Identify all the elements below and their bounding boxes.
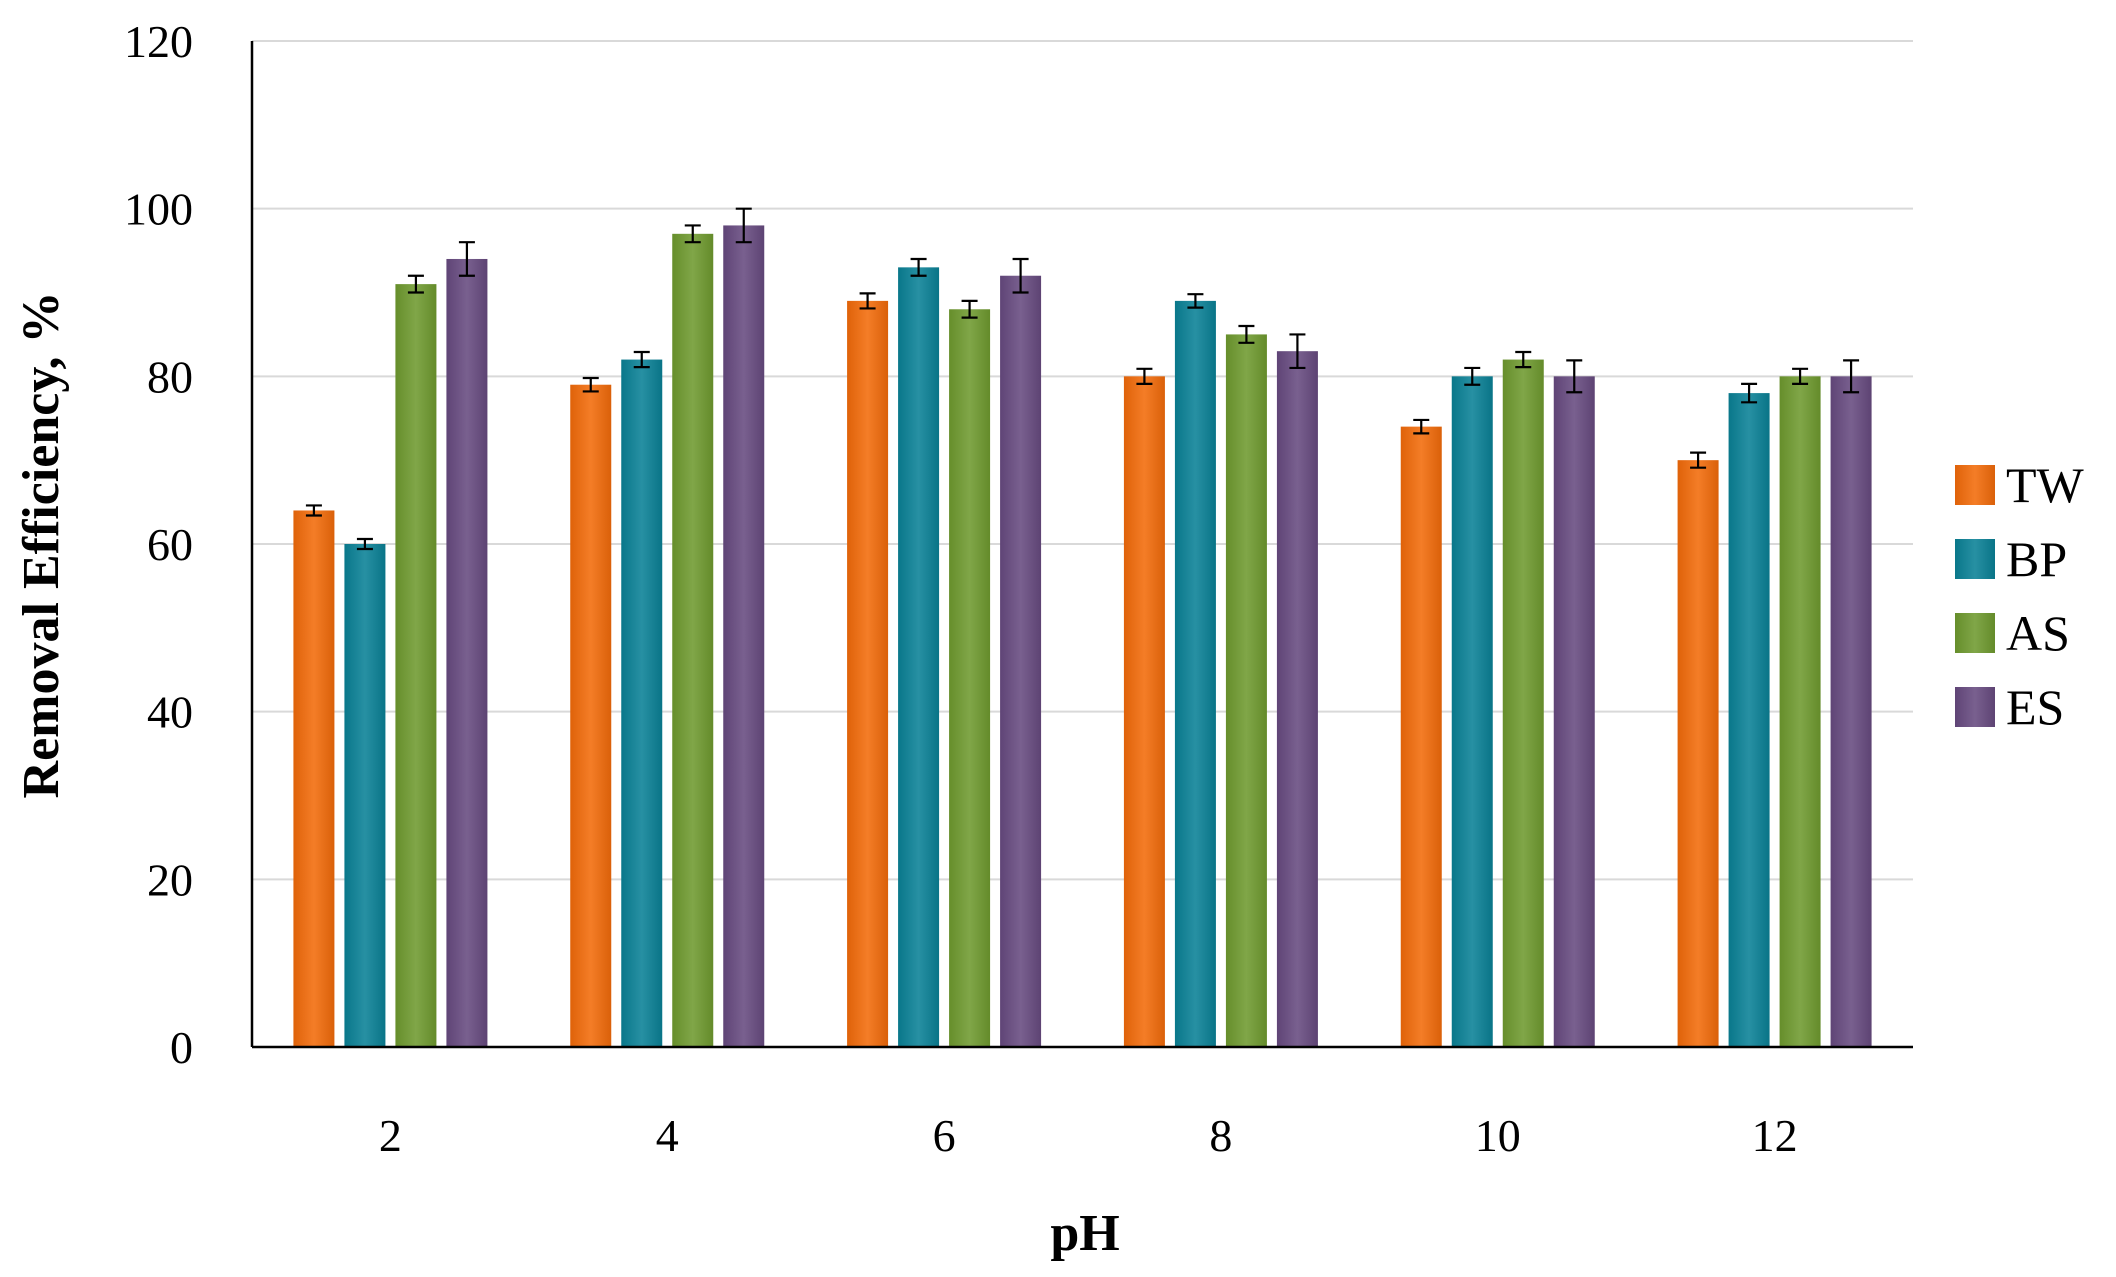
bar-bp-ph-10 [1451,376,1493,1047]
y-tick-labels: 0 20 40 60 80 100 120 [124,16,193,1073]
error-bar-es-ph-12 [1843,359,1860,394]
bar-bp-ph-4 [621,359,663,1048]
x-tick-label: 2 [379,1110,402,1161]
error-bar-as-ph-8 [1238,324,1255,344]
x-tick-label: 12 [1752,1110,1798,1161]
error-bar-es-ph-4 [735,207,752,244]
error-bar-bp-ph-2 [356,537,373,551]
bar-tw-ph-4 [570,384,612,1047]
legend-label: TW [2006,457,2085,513]
y-tick-label: 100 [124,184,193,235]
legend-item-as: AS [1955,605,2070,661]
bar-tw-ph-10 [1400,426,1442,1048]
error-bar-es-ph-10 [1566,359,1583,394]
y-tick-label: 80 [147,351,193,402]
error-bar-tw-ph-6 [859,292,876,310]
legend-swatch [1955,465,1995,505]
y-tick-label: 40 [147,687,193,738]
bar-es-ph-6 [1000,275,1042,1047]
y-tick-label: 0 [170,1022,193,1073]
bar-bp-ph-8 [1174,300,1216,1048]
error-bar-tw-ph-4 [582,376,599,393]
error-bar-as-ph-2 [407,274,424,294]
bar-bp-ph-2 [344,544,386,1047]
y-tick-label: 20 [147,854,193,905]
legend: TW BP AS ES [1955,457,2085,735]
bar-tw-ph-2 [293,510,335,1047]
error-bar-bp-ph-12 [1741,382,1758,404]
bars [293,225,1872,1048]
error-bar-bp-ph-8 [1187,293,1204,309]
bar-as-ph-2 [395,284,437,1047]
error-bar-as-ph-12 [1792,367,1809,385]
error-bar-tw-ph-12 [1690,451,1707,469]
error-bar-es-ph-6 [1012,257,1029,294]
y-tick-label: 120 [124,16,193,67]
bar-es-ph-2 [446,258,488,1047]
bar-as-ph-6 [949,309,991,1047]
error-bar-tw-ph-2 [305,504,322,517]
legend-swatch [1955,539,1995,579]
error-bar-as-ph-4 [684,224,701,244]
bar-bp-ph-6 [898,267,940,1048]
legend-swatch [1955,687,1995,727]
bar-as-ph-10 [1502,359,1544,1048]
legend-item-bp: BP [1955,531,2067,587]
error-bars [305,207,1860,551]
x-tick-label: 10 [1475,1110,1521,1161]
legend-label: BP [2006,531,2067,587]
bar-es-ph-10 [1553,376,1595,1047]
x-tick-label: 8 [1209,1110,1232,1161]
error-bar-bp-ph-10 [1464,366,1481,386]
error-bar-es-ph-8 [1289,333,1306,370]
error-bar-bp-ph-4 [633,350,650,369]
bar-es-ph-12 [1830,376,1872,1047]
legend-item-es: ES [1955,679,2064,735]
y-tick-label: 60 [147,519,193,570]
bar-as-ph-4 [672,233,714,1048]
x-tick-labels: 2 4 6 8 10 12 [379,1110,1798,1161]
legend-item-tw: TW [1955,457,2085,513]
legend-swatch [1955,613,1995,653]
bar-tw-ph-8 [1123,376,1165,1047]
error-bar-as-ph-10 [1515,350,1532,369]
error-bar-es-ph-2 [458,241,475,277]
error-bar-tw-ph-10 [1413,418,1430,435]
error-bar-bp-ph-6 [910,257,927,277]
x-axis-label: pH [1050,1205,1119,1262]
bar-as-ph-8 [1225,334,1267,1048]
bar-es-ph-8 [1276,351,1318,1047]
bar-bp-ph-12 [1728,393,1770,1048]
legend-label: AS [2006,605,2070,661]
bar-tw-ph-12 [1677,460,1719,1048]
axes [250,41,1913,1049]
bar-es-ph-4 [723,225,765,1047]
gridlines [252,40,1913,881]
bar-as-ph-12 [1779,376,1821,1047]
y-axis-label: Removal Efficiency, % [13,292,70,799]
x-tick-label: 4 [656,1110,679,1161]
error-bar-as-ph-6 [961,299,978,319]
legend-label: ES [2006,679,2064,735]
x-tick-label: 6 [933,1110,956,1161]
error-bar-tw-ph-8 [1136,367,1153,385]
bar-tw-ph-6 [847,300,889,1048]
